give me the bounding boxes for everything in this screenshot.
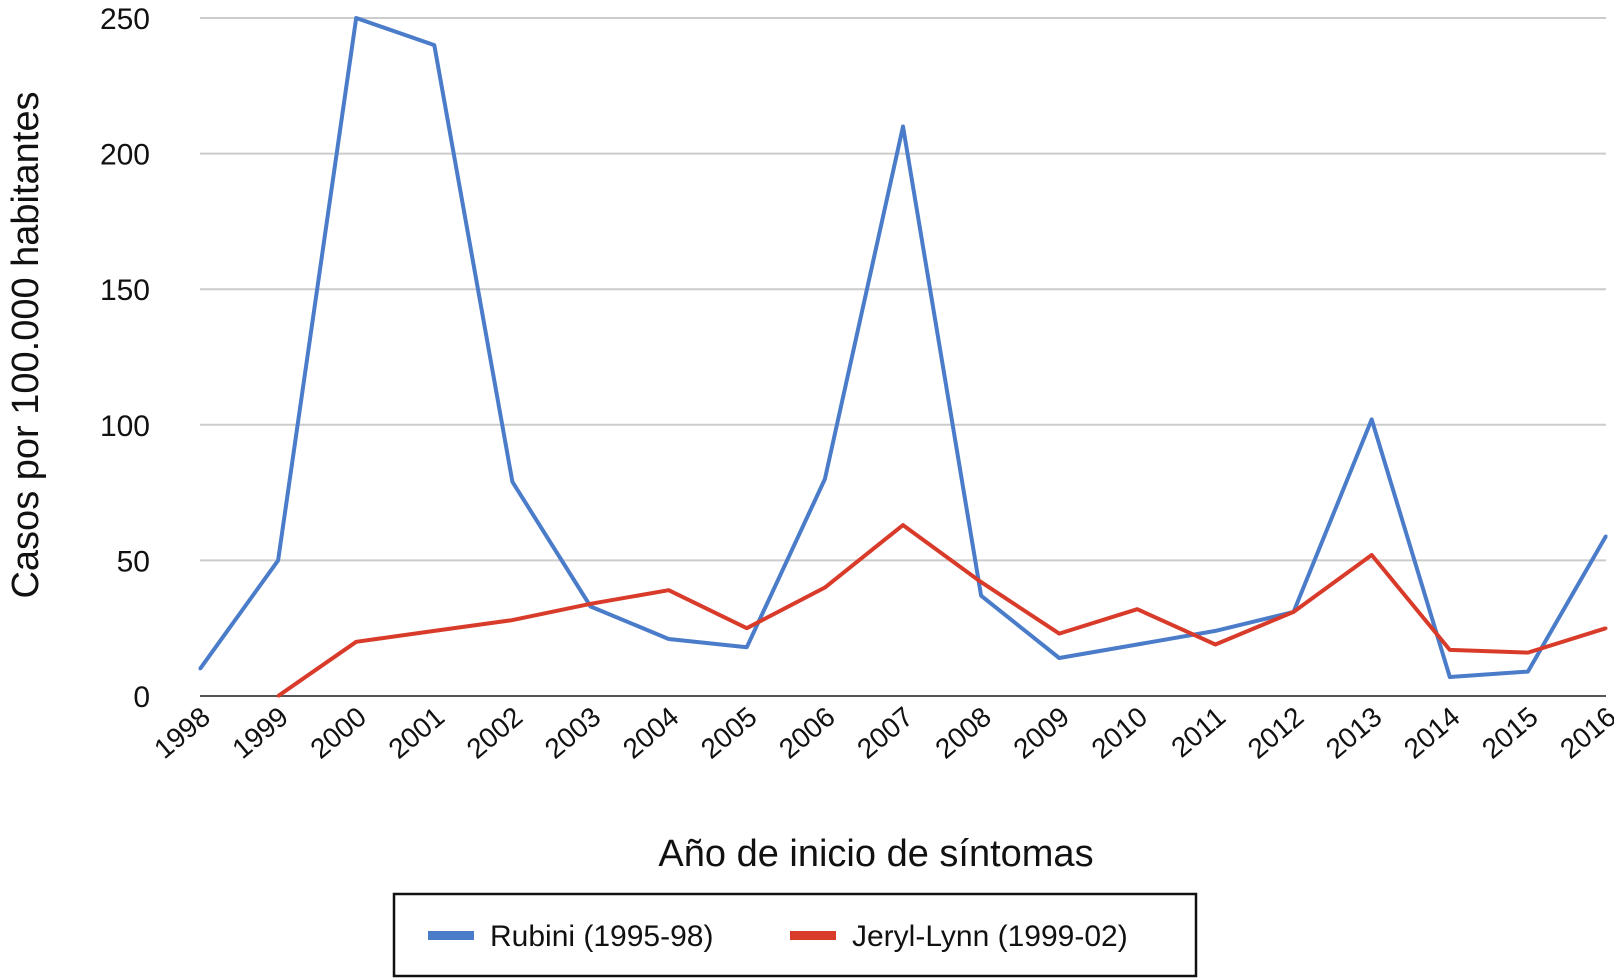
series-line-0 [198,16,1608,679]
x-tick-label: 2016 [1554,701,1614,765]
x-tick-label: 1998 [148,701,216,765]
x-tick-label: 2005 [695,701,763,765]
data-point [510,480,514,484]
x-axis-ticks: 1998 1999 2000 2001 2002 2003 2004 2005 2006 2007… [148,701,1614,765]
y-tick-label: 100 [100,410,150,443]
x-tick-label: 2000 [304,701,372,765]
x-tick-label: 2013 [1320,701,1388,765]
x-tick-label: 1999 [226,701,294,765]
x-tick-label: 2012 [1242,701,1310,765]
data-point [1526,651,1530,655]
data-point [1213,642,1217,646]
legend-label-rubini: Rubini (1995-98) [490,920,713,953]
gridlines [200,17,1606,697]
data-point [1135,642,1139,646]
data-point [1370,553,1374,557]
legend-swatch-jeryl-lynn [790,931,836,940]
data-point [198,667,202,671]
x-tick-label: 2003 [539,701,607,765]
data-point [1526,670,1530,674]
data-point [823,477,827,481]
data-point [1370,417,1374,421]
x-tick-label: 2001 [383,701,451,765]
data-point [745,626,749,630]
x-tick-label: 2014 [1398,701,1466,765]
data-point [510,618,514,622]
data-point [1604,534,1608,538]
y-axis-ticks: 0 50 100 150 200 250 [100,3,150,714]
data-point [667,637,671,641]
legend-label-jeryl-lynn: Jeryl-Lynn (1999-02) [852,920,1128,953]
x-tick-label: 2002 [461,701,529,765]
x-tick-label: 2015 [1476,701,1544,765]
x-tick-label: 2007 [851,701,919,765]
y-tick-label: 250 [100,3,150,36]
data-point [589,602,593,606]
data-point [276,694,280,698]
y-axis-title: Casos por 100.000 habitantes [5,91,47,598]
x-axis-title: Año de inicio de síntomas [658,833,1093,875]
data-point [1135,607,1139,611]
data-point [276,558,280,562]
data-point [354,16,358,20]
data-point [823,586,827,590]
data-point [901,124,905,128]
y-tick-label: 0 [133,681,150,714]
x-tick-label: 2011 [1165,701,1231,763]
data-point [1057,632,1061,636]
data-point [745,645,749,649]
data-point [1448,675,1452,679]
data-point [979,594,983,598]
data-point [901,523,905,527]
data-point [1604,626,1608,630]
data-point [1213,629,1217,633]
x-tick-label: 2010 [1086,701,1154,765]
x-tick-label: 2008 [929,701,997,765]
x-tick-label: 2006 [773,701,841,765]
y-tick-label: 50 [117,545,150,578]
legend: Rubini (1995-98) Jeryl-Lynn (1999-02) [392,892,1198,978]
data-point [354,640,358,644]
series-line-1 [276,523,1607,698]
data-point [1057,656,1061,660]
data-point [1292,610,1296,614]
data-point [979,580,983,584]
y-tick-label: 150 [100,274,150,307]
data-point [432,43,436,47]
data-point [667,588,671,592]
x-tick-label: 2009 [1007,701,1075,765]
data-point [1448,648,1452,652]
x-tick-label: 2004 [617,701,685,765]
legend-swatch-rubini [428,931,474,940]
y-tick-label: 200 [100,139,150,172]
data-point [432,629,436,633]
series-lines [198,16,1608,698]
